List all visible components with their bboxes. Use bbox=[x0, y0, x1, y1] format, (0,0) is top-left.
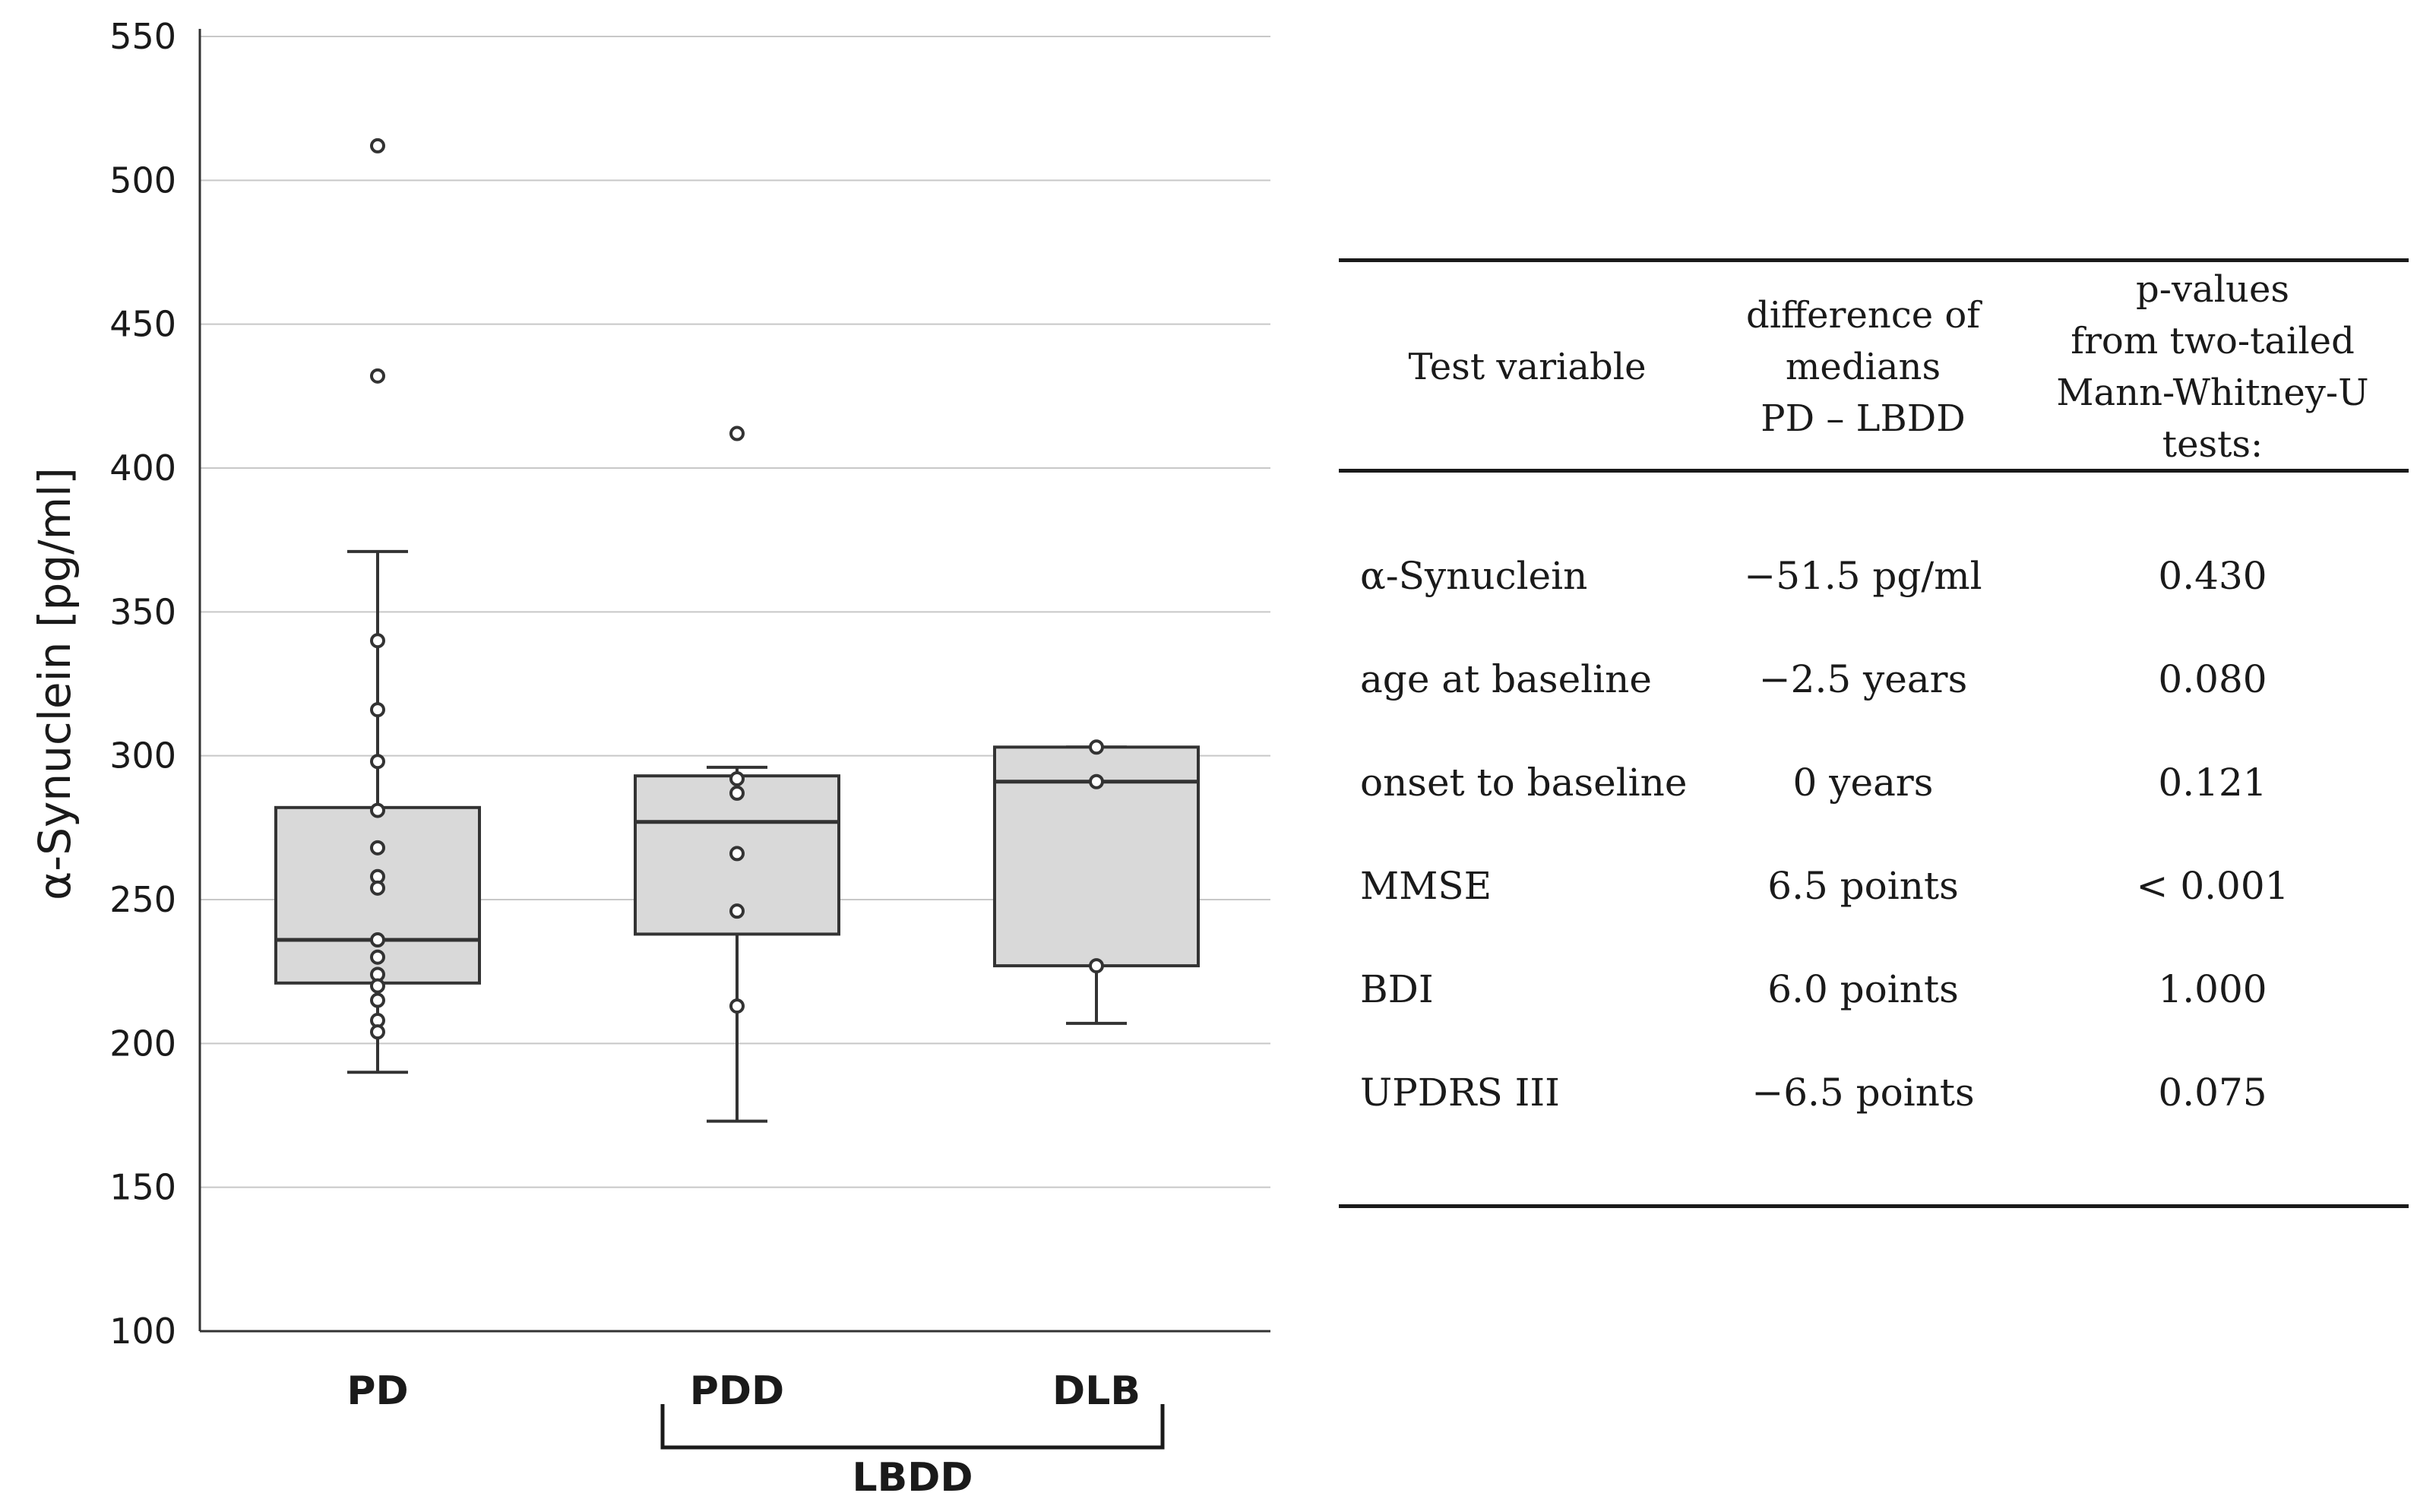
row-p-value: < 0.001 bbox=[2136, 864, 2289, 908]
table-top-rule bbox=[1339, 258, 2409, 262]
data-point bbox=[370, 978, 385, 994]
data-point bbox=[729, 425, 745, 441]
row-variable: BDI bbox=[1360, 967, 1434, 1011]
row-variable: UPDRS III bbox=[1360, 1071, 1560, 1115]
lbdd-group-label: LBDD bbox=[852, 1455, 973, 1501]
x-category-label: DLB bbox=[1052, 1368, 1140, 1414]
data-point bbox=[729, 785, 745, 801]
data-point bbox=[370, 992, 385, 1008]
data-point bbox=[370, 880, 385, 896]
data-point bbox=[1089, 773, 1104, 789]
data-point bbox=[370, 138, 385, 153]
y-tick-label: 100 bbox=[109, 1311, 176, 1352]
data-point bbox=[729, 846, 745, 862]
y-tick-label: 300 bbox=[109, 735, 176, 777]
row-p-value: 0.080 bbox=[2158, 657, 2267, 701]
header-test-variable: Test variable bbox=[1408, 345, 1647, 388]
row-difference: 6.0 points bbox=[1767, 967, 1959, 1011]
data-point bbox=[370, 949, 385, 965]
row-p-value: 0.121 bbox=[2158, 761, 2267, 805]
mann-whitney-results-table: Test variable difference of medians PD –… bbox=[1339, 258, 2409, 1208]
y-tick-label: 150 bbox=[109, 1167, 176, 1208]
row-variable: MMSE bbox=[1360, 864, 1492, 908]
data-point bbox=[370, 1024, 385, 1040]
data-point bbox=[370, 932, 385, 948]
data-point bbox=[370, 368, 385, 384]
x-category-label: PD bbox=[346, 1368, 408, 1414]
y-tick-label: 200 bbox=[109, 1023, 176, 1064]
header-difference-of-medians: difference of medians PD – LBDD bbox=[1745, 293, 1981, 440]
y-tick-label: 250 bbox=[109, 879, 176, 920]
table-header-rule bbox=[1339, 469, 2409, 473]
row-difference: −51.5 pg/ml bbox=[1744, 554, 1982, 598]
row-variable: onset to baseline bbox=[1360, 761, 1688, 805]
data-point bbox=[370, 802, 385, 818]
box-plot-chart: 100 150 200 250 300 350 400 450 500 550 α-Synuclei… bbox=[29, 16, 1270, 1501]
row-difference: 0 years bbox=[1792, 761, 1934, 805]
data-point bbox=[370, 840, 385, 856]
row-p-value: 1.000 bbox=[2158, 967, 2267, 1011]
data-point bbox=[1089, 958, 1104, 974]
x-category-label: PDD bbox=[690, 1368, 784, 1414]
y-tick-label: 450 bbox=[109, 304, 176, 345]
row-difference: −2.5 years bbox=[1758, 657, 1968, 701]
data-point bbox=[370, 633, 385, 649]
row-p-value: 0.075 bbox=[2158, 1071, 2267, 1115]
row-variable: α-Synuclein bbox=[1360, 554, 1588, 598]
header-p-values: p-values from two-tailed Mann-Whitney-U … bbox=[2056, 267, 2369, 466]
y-tick-label: 350 bbox=[109, 591, 176, 632]
data-point bbox=[729, 903, 745, 919]
row-p-value: 0.430 bbox=[2158, 554, 2267, 598]
y-tick-label: 500 bbox=[109, 160, 176, 201]
lbdd-bracket bbox=[660, 1404, 1165, 1450]
row-variable: age at baseline bbox=[1360, 657, 1652, 701]
row-difference: 6.5 points bbox=[1767, 864, 1959, 908]
data-point bbox=[370, 702, 385, 718]
table-bottom-rule bbox=[1339, 1204, 2409, 1208]
data-point bbox=[1089, 739, 1104, 755]
y-tick-label: 550 bbox=[109, 16, 176, 57]
row-difference: −6.5 points bbox=[1751, 1071, 1975, 1115]
data-point bbox=[729, 998, 745, 1014]
data-point bbox=[729, 770, 745, 786]
data-point bbox=[370, 754, 385, 770]
y-axis-label: α-Synuclein [pg/ml] bbox=[29, 467, 81, 900]
y-tick-label: 400 bbox=[109, 448, 176, 489]
